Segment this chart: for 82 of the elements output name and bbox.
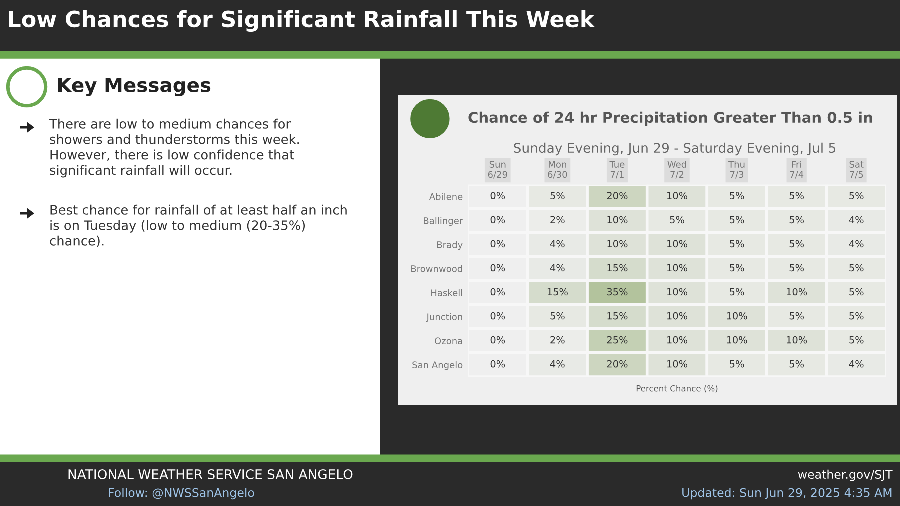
data-label: 0% [490,192,506,200]
data-label: 10% [608,240,628,248]
data-label: 15% [548,288,568,296]
text: weather.gov/SJT [798,470,893,482]
y-tick-label: San Angelo [412,362,463,370]
x-axis-title: Percent Chance (%) [636,385,718,393]
y-tick-label: Junction [426,313,462,322]
x-tick-label: Thu 7/3 [728,160,745,179]
data-label: 5% [850,312,864,320]
data-label: 0% [490,288,506,296]
data-label: 5% [850,264,864,272]
data-label: 5% [790,192,804,200]
data-label: 5% [730,240,744,248]
data-label: 10% [668,240,688,248]
data-label: 15% [608,264,628,272]
data-label: 4% [550,360,565,368]
data-label: 4% [849,240,864,248]
data-label: 35% [607,288,628,296]
data-label: 5% [790,360,804,368]
data-label: 5% [790,264,804,272]
data-label: 5% [790,240,804,248]
data-label: 20% [607,360,628,368]
x-tick-label: Wed 7/2 [668,160,686,179]
data-label: 4% [849,216,864,224]
data-label: 5% [730,360,744,368]
data-label: 5% [790,216,804,224]
data-label: 4% [849,360,864,368]
data-label: 5% [790,312,804,320]
data-label: 5% [730,192,744,200]
y-tick-label: Haskell [432,289,462,296]
data-label: 5% [730,216,744,224]
chart-title: Chance of 24 hr Precipitation Greater Than 0.5 in [468,112,872,126]
data-label: 4% [550,240,565,248]
data-label: 5% [850,336,864,344]
data-label: 10% [668,264,688,272]
text: Updated: Sun Jun 29, 2025 4:35 AM [682,488,892,500]
y-tick-label: Brownwood [412,265,462,272]
data-label: 2% [550,336,565,344]
text: Best chance for rainfall of at least half an inch is on Tuesday (low to medium (20-35%) chance). [50,204,347,248]
data-label: 2% [550,216,565,224]
text: Follow: @NWSSanAngelo [109,488,254,500]
data-label: 25% [607,336,628,344]
y-tick-label: Ballinger [424,217,464,226]
data-label: 4% [550,264,565,272]
data-label: 10% [668,336,688,344]
data-label: 10% [608,216,628,224]
data-label: 10% [668,288,688,296]
data-label: 10% [668,312,688,320]
data-label: 0% [490,240,506,248]
data-label: 15% [608,312,628,320]
data-label: 0% [490,264,506,272]
y-tick-label: Brady [438,241,463,250]
x-tick-label: Sat 7/5 [850,161,864,179]
data-label: 0% [490,312,506,320]
x-tick-label: Mon 6/30 [548,161,568,179]
x-tick-label: Sun 6/29 [488,161,508,179]
data-label: 5% [550,312,565,320]
data-label: 20% [607,192,628,200]
y-tick-label: Abilene [429,193,463,200]
data-label: 0% [490,216,506,224]
text: NATIONAL WEATHER SERVICE SAN ANGELO [68,469,353,480]
text: Key Messages [58,78,211,96]
data-label: 10% [668,360,688,368]
x-tick-label: Tue 7/1 [610,161,625,179]
data-label: 5% [550,192,565,200]
data-label: 5% [730,264,744,272]
data-label: 0% [490,336,506,344]
chart-subtitle: Sunday Evening, Jun 29 - Saturday Evening, Jul 5 [514,142,836,156]
data-label: 0% [490,360,506,368]
data-label: 10% [727,336,748,344]
data-label: 10% [787,336,808,344]
text: Low Chances for Significant Rainfall This Week [9,10,596,32]
data-label: 10% [727,312,748,320]
data-label: 5% [730,288,744,296]
x-tick-label: Fri 7/4 [790,160,804,179]
text: There are low to medium chances for showers and thunderstorms this week. However, there is low confidence that significant rainfall will occur. [49,118,299,178]
data-label: 10% [668,192,688,200]
y-tick-label: Ozona [435,338,462,344]
data-label: 5% [850,192,864,200]
data-label: 5% [670,216,684,224]
data-label: 5% [850,288,864,296]
data-label: 10% [787,288,808,296]
